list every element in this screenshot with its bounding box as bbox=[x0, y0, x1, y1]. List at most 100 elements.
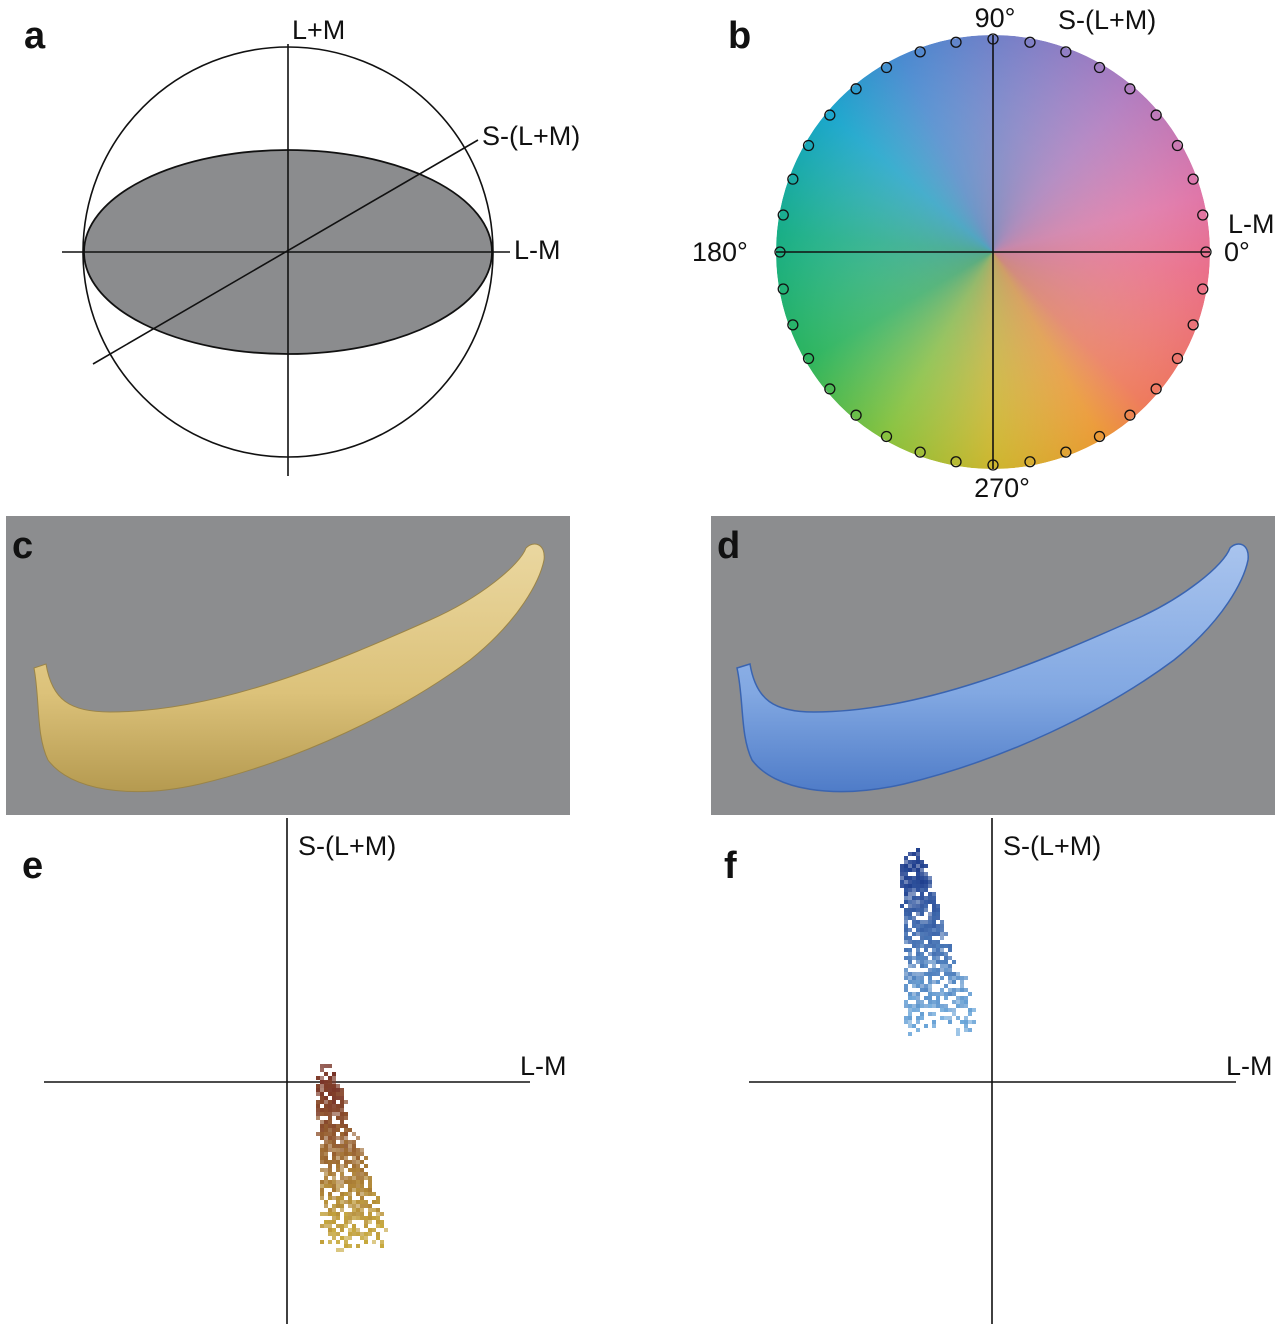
pixel bbox=[904, 936, 908, 940]
pixel bbox=[920, 860, 924, 864]
pixel bbox=[328, 1124, 332, 1128]
pixel bbox=[920, 988, 924, 992]
pixel bbox=[364, 1236, 368, 1240]
axis-label: L+M bbox=[292, 15, 345, 45]
pixel bbox=[336, 1088, 340, 1092]
pixel bbox=[332, 1140, 336, 1144]
pixel bbox=[908, 1004, 912, 1008]
pixel bbox=[920, 940, 924, 944]
pixel bbox=[328, 1148, 332, 1152]
pixel bbox=[320, 1144, 324, 1148]
pixel bbox=[344, 1136, 348, 1140]
pixel bbox=[348, 1152, 352, 1156]
pixel bbox=[904, 928, 908, 932]
pixel bbox=[332, 1212, 336, 1216]
pixel bbox=[380, 1220, 384, 1224]
pixel bbox=[924, 920, 928, 924]
pixel bbox=[944, 968, 948, 972]
pixel bbox=[916, 952, 920, 956]
pixel bbox=[920, 980, 924, 984]
pixel bbox=[344, 1148, 348, 1152]
pixel bbox=[328, 1220, 332, 1224]
pixel bbox=[908, 996, 912, 1000]
pixel bbox=[932, 1004, 936, 1008]
pixel bbox=[332, 1160, 336, 1164]
pixel bbox=[336, 1136, 340, 1140]
pixel bbox=[324, 1152, 328, 1156]
pixel bbox=[340, 1124, 344, 1128]
pixel bbox=[320, 1160, 324, 1164]
pixel bbox=[364, 1232, 368, 1236]
pixel bbox=[352, 1224, 356, 1228]
pixel bbox=[908, 936, 912, 940]
pixel bbox=[912, 956, 916, 960]
pixel bbox=[352, 1204, 356, 1208]
pixel bbox=[320, 1152, 324, 1156]
pixel bbox=[912, 904, 916, 908]
pixel bbox=[364, 1240, 368, 1244]
pixel bbox=[932, 896, 936, 900]
pixel bbox=[928, 968, 932, 972]
pixel bbox=[348, 1232, 352, 1236]
pixel bbox=[920, 964, 924, 968]
pixel bbox=[328, 1080, 332, 1084]
panel-e: e S-(L+M) L-M bbox=[22, 818, 567, 1324]
pixel bbox=[332, 1148, 336, 1152]
pixel bbox=[324, 1132, 328, 1136]
pixel bbox=[364, 1200, 368, 1204]
pixel bbox=[332, 1092, 336, 1096]
pixel bbox=[968, 1012, 972, 1016]
pixel bbox=[920, 960, 924, 964]
pixel bbox=[332, 1084, 336, 1088]
pixel bbox=[936, 968, 940, 972]
panel-label: e bbox=[22, 845, 43, 887]
pixel bbox=[948, 968, 952, 972]
pixel bbox=[944, 984, 948, 988]
pixel bbox=[924, 964, 928, 968]
pixel bbox=[936, 952, 940, 956]
pixel bbox=[952, 1012, 956, 1016]
pixel bbox=[336, 1160, 340, 1164]
pixel bbox=[928, 952, 932, 956]
panel-a: a L+M S-(L+M) L-M bbox=[24, 15, 580, 476]
pixel bbox=[932, 964, 936, 968]
pixel bbox=[924, 864, 928, 868]
pixel bbox=[912, 980, 916, 984]
pixel bbox=[956, 1016, 960, 1020]
pixel bbox=[364, 1164, 368, 1168]
pixel bbox=[904, 1020, 908, 1024]
pixel bbox=[928, 924, 932, 928]
pixel bbox=[964, 1016, 968, 1020]
pixel bbox=[324, 1220, 328, 1224]
pixel bbox=[344, 1100, 348, 1104]
pixel bbox=[352, 1212, 356, 1216]
pixel bbox=[948, 972, 952, 976]
pixel bbox=[900, 872, 904, 876]
pixel bbox=[920, 928, 924, 932]
pixel bbox=[912, 944, 916, 948]
pixel bbox=[324, 1064, 328, 1068]
pixel bbox=[940, 964, 944, 968]
pixel bbox=[936, 940, 940, 944]
pixel bbox=[348, 1212, 352, 1216]
pixel bbox=[928, 880, 932, 884]
pixel bbox=[344, 1112, 348, 1116]
pixel bbox=[332, 1108, 336, 1112]
pixel bbox=[368, 1188, 372, 1192]
pixel-cloud bbox=[900, 848, 976, 1036]
pixel bbox=[952, 1008, 956, 1012]
pixel bbox=[924, 996, 928, 1000]
pixel bbox=[344, 1160, 348, 1164]
pixel bbox=[336, 1200, 340, 1204]
pixel bbox=[324, 1160, 328, 1164]
pixel bbox=[932, 1012, 936, 1016]
pixel bbox=[904, 860, 908, 864]
pixel bbox=[920, 1016, 924, 1020]
pixel bbox=[928, 1012, 932, 1016]
pixel bbox=[916, 856, 920, 860]
pixel bbox=[352, 1208, 356, 1212]
panel-label: d bbox=[717, 525, 740, 567]
pixel bbox=[924, 1004, 928, 1008]
pixel bbox=[904, 872, 908, 876]
pixel bbox=[936, 912, 940, 916]
